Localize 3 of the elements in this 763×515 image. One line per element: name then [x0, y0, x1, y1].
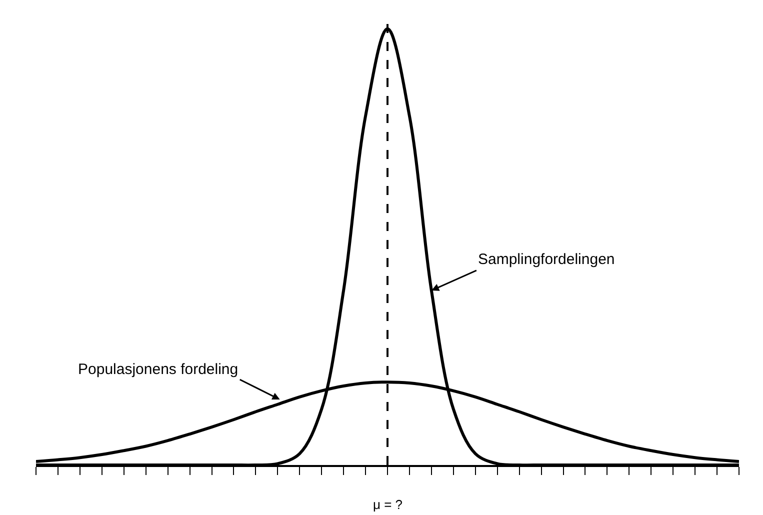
- annotation: Populasjonens fordeling: [78, 361, 238, 378]
- text: μ = ?: [373, 497, 403, 512]
- annotation: Samplingfordelingen: [478, 251, 615, 268]
